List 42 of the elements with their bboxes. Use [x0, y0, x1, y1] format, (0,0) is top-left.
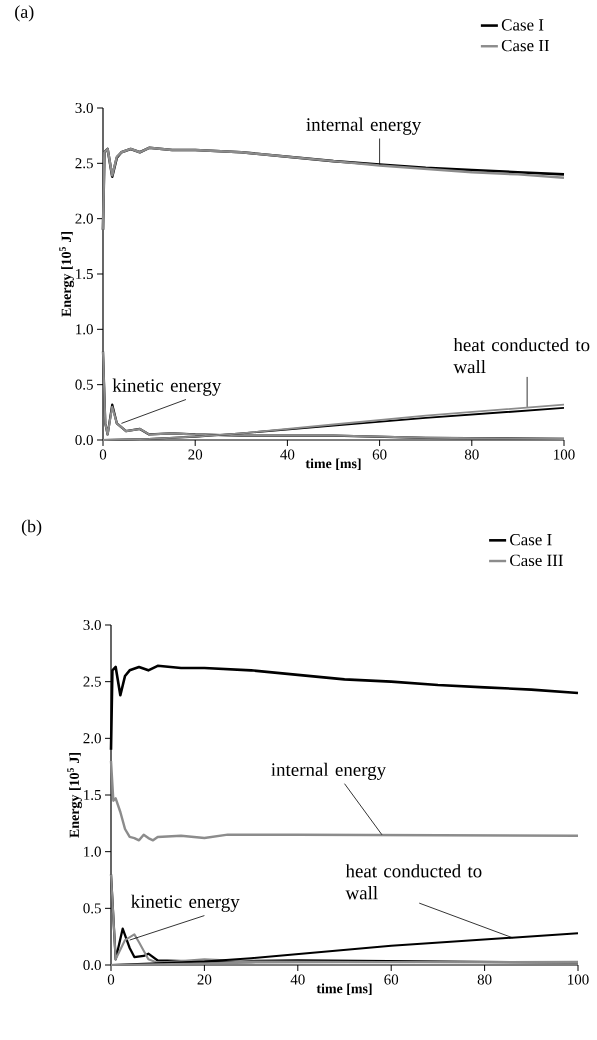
- x-axis-title: time [ms]: [305, 458, 361, 470]
- chart-title: (b): [21, 519, 42, 536]
- x-tick-label: 20: [197, 974, 212, 985]
- y-tick-label: 3.0: [83, 619, 101, 631]
- x-tick-label: 60: [372, 449, 387, 460]
- x-tick-label: 0: [107, 974, 115, 985]
- y-tick-label: 3.0: [75, 102, 93, 114]
- x-tick-label: 100: [554, 449, 575, 460]
- annotation: heat conducted to wall: [453, 337, 590, 374]
- legend-label: Case I: [510, 533, 552, 546]
- x-tick-label: 100: [568, 974, 589, 985]
- y-tick-label: 2.5: [83, 676, 101, 687]
- y-tick-label: 1.5: [84, 789, 101, 801]
- annotation: heat conducted to wall: [345, 864, 482, 900]
- y-tick-label: 0.0: [75, 434, 93, 446]
- legend-label: Case II: [501, 39, 550, 52]
- chart-title: (a): [15, 5, 34, 22]
- y-tick-label: 0.5: [75, 379, 93, 390]
- legend-label: Case III: [510, 554, 563, 567]
- text: Energy [10$^{5}$ J]: [59, 232, 74, 317]
- y-tick-label: 1.5: [76, 268, 93, 280]
- x-axis-title: time [ms]: [316, 983, 372, 995]
- x-tick-label: 40: [280, 449, 295, 460]
- y-tick-label: 2.5: [75, 158, 93, 169]
- x-tick-label: 80: [464, 449, 479, 460]
- text: Energy [10$^{5}$ J]: [67, 753, 82, 838]
- annotation: kinetic energy: [131, 894, 240, 912]
- y-tick-label: 0.0: [83, 959, 101, 971]
- x-tick-label: 80: [477, 974, 492, 985]
- annotation: internal energy: [306, 117, 422, 135]
- annotation: kinetic energy: [112, 378, 222, 396]
- legend-label: Case I: [501, 19, 544, 31]
- x-tick-label: 60: [384, 974, 399, 985]
- annotation: internal energy: [271, 762, 387, 780]
- y-tick-label: 2.0: [75, 213, 93, 224]
- y-tick-label: 2.0: [83, 733, 101, 744]
- x-tick-label: 40: [290, 974, 305, 985]
- y-tick-label: 1.0: [76, 324, 93, 335]
- x-tick-label: 0: [99, 449, 107, 460]
- x-tick-label: 20: [188, 449, 203, 460]
- y-tick-label: 0.5: [83, 903, 101, 914]
- y-tick-label: 1.0: [84, 846, 101, 857]
